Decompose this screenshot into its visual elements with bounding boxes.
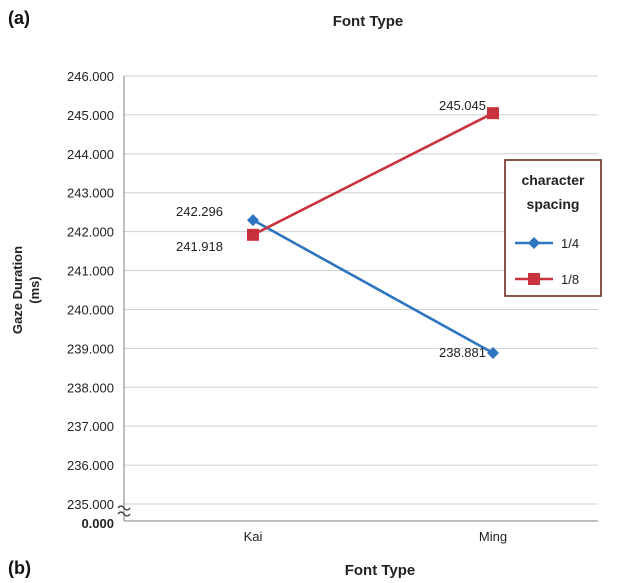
y-tick-label: 238.000 — [67, 380, 114, 395]
y-tick-label: 236.000 — [67, 458, 114, 473]
data-label: 241.918 — [176, 239, 223, 254]
axis-break-stroke — [117, 505, 131, 511]
data-label: 238.881 — [439, 345, 486, 360]
y-tick-label: 246.000 — [67, 69, 114, 84]
series-line-1-4 — [252, 218, 494, 355]
panel-label-b: (b) — [8, 558, 31, 578]
y-tick-label: 240.000 — [67, 302, 114, 317]
axis-break-icon — [117, 505, 131, 517]
y-tick-label: 237.000 — [67, 419, 114, 434]
data-point-square — [487, 107, 499, 120]
legend-entry-label: 1/4 — [561, 236, 579, 251]
y-tick-label: 245.000 — [67, 108, 114, 123]
legend-marker-square — [528, 273, 540, 285]
chart-title: Font Type — [333, 13, 404, 30]
x-tick-label: Ming — [479, 529, 507, 544]
legend-title: spacing — [527, 196, 580, 212]
y-tick-label: 241.000 — [67, 264, 114, 279]
axis-break-stroke — [117, 511, 131, 517]
y-tick-label: 239.000 — [67, 341, 114, 356]
bottom-title: Font Type — [345, 562, 416, 579]
plot-area: 246.000 245.000 244.000 243.000 242.000 241.0… — [10, 69, 602, 544]
legend-marker-diamond — [528, 237, 540, 249]
panel-label-a: (a) — [8, 8, 30, 28]
y-tick-label: 242.000 — [67, 225, 114, 240]
y-tick-label: 235.000 — [67, 497, 114, 512]
x-tick-label: Kai — [244, 529, 263, 544]
legend-title: character — [521, 172, 585, 188]
data-label: 245.045 — [439, 98, 486, 113]
data-point-diamond — [247, 214, 259, 227]
legend-box — [504, 159, 602, 297]
y-tick-label: 243.000 — [67, 186, 114, 201]
data-point-diamond — [487, 346, 499, 359]
y-axis-label: Gaze Duration — [10, 246, 25, 334]
legend-entry-label: 1/8 — [561, 272, 579, 287]
series-line-1-8 — [252, 111, 494, 236]
data-label: 242.296 — [176, 204, 223, 219]
data-point-square — [247, 228, 259, 241]
y-tick-label: 244.000 — [67, 147, 114, 162]
y-axis-break-label: 0.000 — [81, 516, 114, 531]
y-axis-label: (ms) — [27, 276, 42, 303]
